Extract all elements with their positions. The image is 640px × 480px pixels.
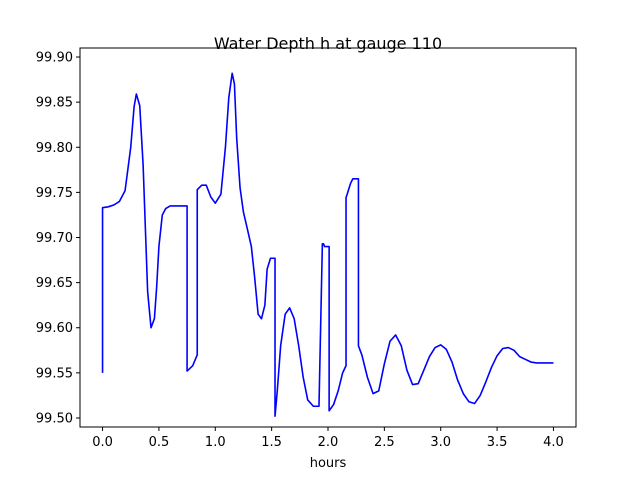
y-tick-label: 99.55 <box>36 366 73 381</box>
y-tick-label: 99.80 <box>36 141 73 156</box>
y-tick-label: 99.65 <box>36 276 73 291</box>
y-tick-label: 99.85 <box>36 96 73 111</box>
x-tick-label: 0.5 <box>149 435 170 450</box>
chart-title: Water Depth h at gauge 110 <box>214 34 442 53</box>
x-tick-label: 2.5 <box>374 435 395 450</box>
y-tick-label: 99.75 <box>36 186 73 201</box>
x-axis-ticks: 0.0 0.5 1.0 1.5 2.0 2.5 3.0 3.5 4.0 <box>92 427 564 450</box>
series-line-1 <box>101 72 554 417</box>
plot-background <box>80 48 576 427</box>
y-tick-label: 99.90 <box>36 51 73 66</box>
x-tick-label: 3.5 <box>487 435 508 450</box>
x-tick-label: 1.5 <box>261 435 282 450</box>
plot-frame <box>79 47 577 428</box>
x-tick-label: 3.0 <box>430 435 451 450</box>
series-layer <box>101 72 554 417</box>
y-axis-ticks: 99.50 99.55 99.60 99.65 99.70 99.75 99.80 99.85… <box>36 51 80 426</box>
x-tick-label: 1.0 <box>205 435 226 450</box>
y-tick-label: 99.60 <box>36 321 73 336</box>
x-tick-label: 0.0 <box>92 435 113 450</box>
x-tick-label: 4.0 <box>543 435 564 450</box>
y-tick-label: 99.70 <box>36 231 73 246</box>
x-tick-label: 2.0 <box>318 435 339 450</box>
y-tick-label: 99.50 <box>36 411 73 426</box>
x-axis-label: hours <box>310 456 347 471</box>
